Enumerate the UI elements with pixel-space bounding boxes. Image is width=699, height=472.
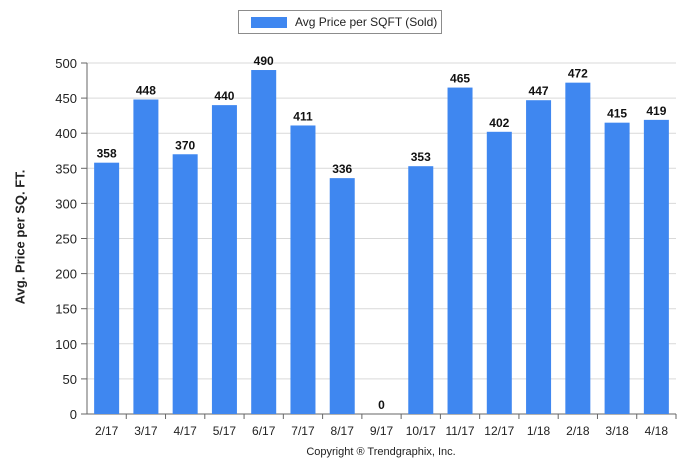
bar [526, 100, 552, 415]
y-tick-label: 350 [55, 161, 77, 176]
bar [486, 131, 512, 414]
bar [172, 154, 198, 414]
legend-label: Avg Price per SQFT (Sold) [295, 15, 438, 29]
bar [290, 125, 316, 414]
x-tick-label: 3/17 [134, 424, 158, 438]
bar [408, 166, 434, 414]
y-tick-label: 200 [55, 267, 77, 282]
bar [565, 82, 591, 414]
bar [604, 122, 630, 415]
data-label: 472 [568, 67, 588, 81]
bar [447, 87, 473, 414]
legend: Avg Price per SQFT (Sold) [238, 10, 442, 34]
x-tick-label: 8/17 [331, 424, 355, 438]
x-tick-label: 4/18 [645, 424, 669, 438]
x-tick-label: 9/17 [370, 424, 394, 438]
bar [643, 119, 669, 414]
x-tick-label: 7/17 [291, 424, 315, 438]
y-tick-label: 150 [55, 302, 77, 317]
data-label: 358 [97, 147, 117, 161]
x-tick-label: 2/18 [566, 424, 590, 438]
bar [94, 162, 120, 414]
x-tick-label: 5/17 [213, 424, 237, 438]
data-label: 370 [175, 138, 195, 152]
data-label: 415 [607, 107, 627, 121]
y-tick-label: 250 [55, 232, 77, 247]
data-label: 402 [489, 116, 509, 130]
bar [329, 178, 355, 414]
x-tick-label: 12/17 [484, 424, 514, 438]
legend-swatch [251, 17, 287, 28]
y-tick-label: 500 [55, 56, 77, 71]
x-tick-label: 6/17 [252, 424, 276, 438]
y-tick-label: 0 [70, 407, 77, 422]
y-tick-label: 50 [63, 372, 77, 387]
data-label: 0 [378, 398, 385, 412]
data-label: 336 [332, 162, 352, 176]
data-label: 419 [646, 104, 666, 118]
x-tick-label: 3/18 [605, 424, 629, 438]
bar [133, 99, 159, 414]
x-tick-label: 4/17 [173, 424, 197, 438]
y-tick-label: 300 [55, 196, 77, 211]
data-label: 447 [529, 84, 549, 98]
y-tick-label: 450 [55, 91, 77, 106]
data-label: 490 [254, 54, 274, 68]
y-tick-label: 100 [55, 337, 77, 352]
data-label: 440 [214, 89, 234, 103]
bar [211, 105, 237, 415]
data-label: 411 [293, 109, 313, 123]
x-tick-label: 1/18 [527, 424, 551, 438]
x-tick-label: 11/17 [445, 424, 474, 438]
data-label: 465 [450, 72, 470, 86]
data-label: 353 [411, 150, 431, 164]
copyright-text: Copyright ® Trendgraphix, Inc. [306, 446, 456, 458]
bar [251, 70, 277, 415]
x-tick-label: 10/17 [406, 424, 436, 438]
data-label: 448 [136, 84, 156, 98]
y-tick-label: 400 [55, 126, 77, 141]
x-tick-label: 2/17 [95, 424, 119, 438]
